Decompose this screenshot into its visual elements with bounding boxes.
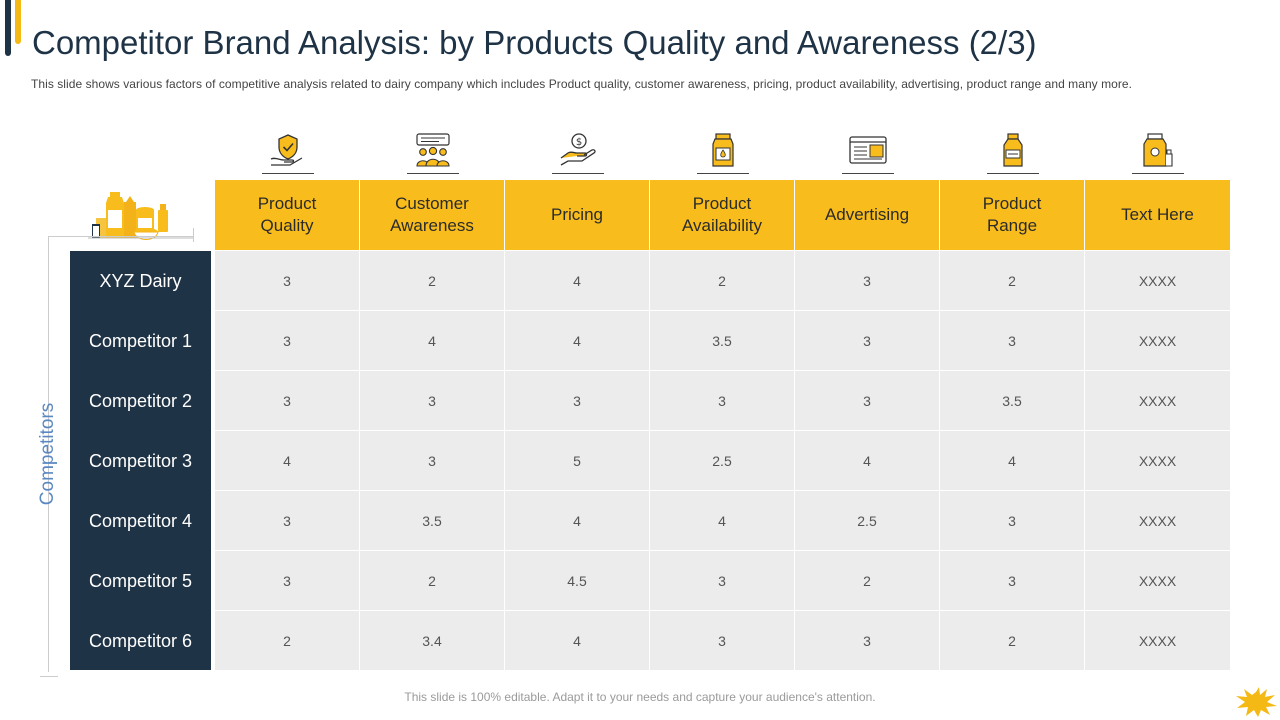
table-cell: 3 — [650, 551, 794, 610]
table-cell: 3 — [360, 371, 504, 430]
table-cell: 3 — [650, 611, 794, 670]
table-cell: 3 — [215, 551, 359, 610]
table-cell: XXXX — [1085, 251, 1230, 310]
page-title: Competitor Brand Analysis: by Products Q… — [32, 24, 1037, 61]
column-header-label: Product Quality — [257, 194, 317, 235]
people-group-icon — [360, 132, 505, 176]
footer-note: This slide is 100% editable. Adapt it to… — [404, 690, 876, 704]
column-header: Product Availability — [650, 180, 794, 250]
row-label: XYZ Dairy — [99, 270, 182, 291]
column-header: Text Here — [1085, 180, 1230, 250]
table-cell: 2 — [795, 551, 939, 610]
column-header: Pricing — [505, 180, 649, 250]
row-label: Competitor 4 — [88, 510, 193, 531]
dairy-products-icon — [88, 192, 194, 240]
table-cell: 3 — [940, 551, 1084, 610]
bracket-bottom-line — [40, 676, 58, 677]
table-cell: 3 — [940, 311, 1084, 370]
table-cell: 3.5 — [940, 371, 1084, 430]
column-header-label: Product Availability — [681, 194, 762, 235]
column-header: Advertising — [795, 180, 939, 250]
column-header-label: Advertising — [824, 205, 910, 224]
table-cell: 3 — [795, 251, 939, 310]
table-cell: 3.4 — [360, 611, 504, 670]
table-cell: 3 — [940, 491, 1084, 550]
column-header: Product Quality — [215, 180, 359, 250]
row-label: Competitor 6 — [88, 630, 193, 651]
table-cell: 2.5 — [650, 431, 794, 490]
bracket-top-line — [48, 236, 194, 237]
table-cell: 4 — [360, 311, 504, 370]
milk-bottle-icon — [940, 132, 1085, 176]
bracket-cap — [193, 228, 194, 242]
table-cell: 4 — [505, 491, 649, 550]
column-header: Customer Awareness — [360, 180, 504, 250]
page-subtitle: This slide shows various factors of comp… — [31, 77, 1133, 91]
accent-bar-yellow — [15, 0, 21, 44]
hand-coin-dollar-icon: $ — [505, 132, 650, 176]
accent-bar-dark — [5, 0, 11, 56]
column-header-label: Pricing — [551, 205, 603, 224]
row-labels-panel: XYZ Dairy Competitor 1 Competitor 2 Competi… — [70, 251, 211, 670]
table-cell: 3.5 — [650, 311, 794, 370]
table-cell: 2 — [940, 611, 1084, 670]
table-cell: 3 — [795, 311, 939, 370]
column-header-label: Text Here — [1121, 205, 1194, 224]
svg-text:$: $ — [575, 137, 581, 148]
competitors-axis-label: Competitors — [37, 402, 58, 506]
table-cell: 3 — [215, 311, 359, 370]
table-cell: 4 — [795, 431, 939, 490]
table-cell: 5 — [505, 431, 649, 490]
column-header-label: Customer Awareness — [390, 194, 474, 235]
table-cell: 2 — [940, 251, 1084, 310]
table-cell: 4 — [940, 431, 1084, 490]
table-cell: 4 — [650, 491, 794, 550]
table-cell: 3 — [360, 431, 504, 490]
table-cell: 3 — [795, 611, 939, 670]
table-cell: XXXX — [1085, 611, 1230, 670]
table-cell: 4 — [505, 311, 649, 370]
table-cell: XXXX — [1085, 491, 1230, 550]
table-cell: 2 — [360, 251, 504, 310]
table-cell: 4 — [505, 611, 649, 670]
browser-ad-icon — [795, 132, 940, 176]
table-cell: 3 — [215, 371, 359, 430]
table-cell: 3 — [215, 251, 359, 310]
table-cell: 4 — [215, 431, 359, 490]
column-header: Product Range — [940, 180, 1084, 250]
hand-shield-check-icon — [215, 132, 360, 176]
table-cell: 4 — [505, 251, 649, 310]
table-cell: 2 — [650, 251, 794, 310]
table-cell: XXXX — [1085, 431, 1230, 490]
table-cell: 2 — [215, 611, 359, 670]
table-cell: 2 — [360, 551, 504, 610]
milk-carton-icon — [650, 132, 795, 176]
row-label: Competitor 3 — [88, 450, 193, 471]
table-cell: 3 — [650, 371, 794, 430]
bracket-line — [48, 236, 49, 672]
table-cell: 3 — [795, 371, 939, 430]
column-header-label: Product Range — [982, 194, 1042, 235]
table-cell: 4.5 — [505, 551, 649, 610]
table-cell: 3.5 — [360, 491, 504, 550]
jar-bottle-icon — [1085, 132, 1230, 176]
table-cell: 3 — [215, 491, 359, 550]
row-label: Competitor 1 — [88, 330, 193, 351]
row-label: Competitor 2 — [88, 390, 193, 411]
table-cell: XXXX — [1085, 551, 1230, 610]
paint-splash-icon — [1236, 687, 1277, 717]
table-cell: XXXX — [1085, 311, 1230, 370]
row-label: Competitor 5 — [88, 570, 193, 591]
table-cell: 2.5 — [795, 491, 939, 550]
table-cell: 3 — [505, 371, 649, 430]
table-cell: XXXX — [1085, 371, 1230, 430]
